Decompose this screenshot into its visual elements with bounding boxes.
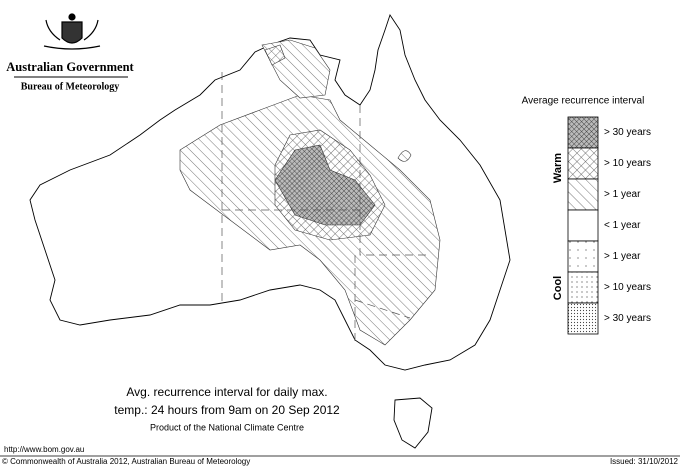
legend-label: > 1 year [604, 189, 641, 200]
crest [43, 13, 101, 50]
cool-label: Cool [552, 276, 564, 300]
caption-line: Avg. recurrence interval for daily max. [126, 385, 327, 399]
legend-swatch [567, 302, 599, 335]
caption-line: Product of the National Climate Centre [150, 422, 304, 432]
legend-label: > 30 years [604, 313, 651, 324]
legend-label: > 10 years [604, 158, 651, 169]
legend-label: > 10 years [604, 282, 651, 293]
legend: > 30 years > 10 years > 1 year < 1 year > 1 … [567, 116, 651, 335]
legend-swatch [567, 147, 599, 180]
legend-label: > 30 years [604, 127, 651, 138]
footer-url: http://www.bom.gov.au [4, 445, 84, 454]
footer-copyright: © Commonwealth of Australia 2012, Austra… [2, 457, 250, 466]
footer-issued: Issued: 31/10/2012 [610, 457, 679, 466]
legend-label: > 1 year [604, 251, 641, 262]
legend-title: Average recurrence interval [522, 96, 645, 107]
legend-swatch [567, 209, 599, 242]
legend-label: < 1 year [604, 220, 641, 231]
government-name: Australian Government [6, 60, 134, 74]
caption-line: temp.: 24 hours from 9am on 20 Sep 2012 [114, 403, 340, 417]
warm-label: Warm [552, 153, 564, 183]
bureau-name: Bureau of Meteorology [21, 81, 120, 92]
australia-map [29, 13, 511, 449]
legend-swatch [567, 271, 599, 304]
legend-swatch [567, 240, 599, 273]
legend-swatch [567, 178, 599, 211]
legend-swatch [567, 116, 599, 149]
